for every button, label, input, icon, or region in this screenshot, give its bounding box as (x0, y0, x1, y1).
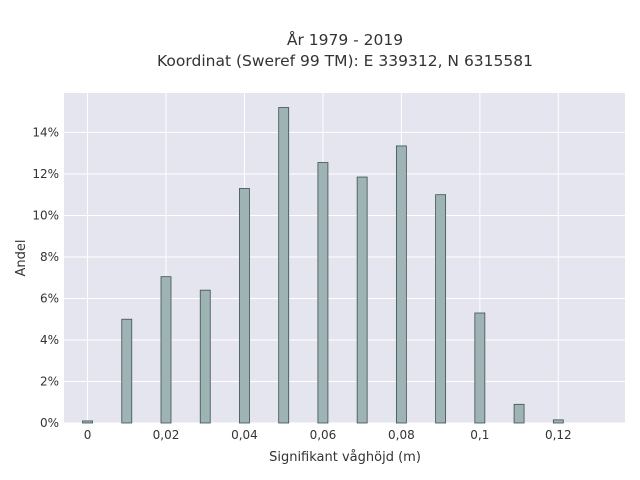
y-tick-label: 14% (32, 125, 59, 139)
y-tick-label: 2% (40, 374, 59, 388)
x-tick-label: 0,12 (545, 428, 572, 442)
histogram-bar (239, 188, 250, 424)
histogram-bar (474, 312, 486, 424)
y-axis-label: Andel (14, 240, 29, 277)
histogram-bar (435, 194, 447, 424)
y-tick-label: 6% (40, 291, 59, 305)
histogram-bar (121, 318, 133, 424)
histogram-bar (395, 145, 407, 424)
x-axis-label: Signifikant våghöjd (m) (269, 450, 421, 465)
y-tick-label: 10% (32, 208, 59, 222)
histogram-bar (278, 107, 290, 424)
chart-title-line2: Koordinat (Sweref 99 TM): E 339312, N 63… (157, 52, 533, 70)
histogram-bar (317, 162, 329, 424)
x-tick-label: 0,04 (231, 428, 258, 442)
plot-area (64, 93, 625, 423)
histogram-bar (513, 403, 525, 424)
bar-layer (82, 107, 564, 424)
y-tick-label: 4% (40, 333, 59, 347)
histogram-bar (552, 419, 564, 424)
y-tick-label: 12% (32, 167, 59, 181)
tick-label-layer: 0 0,02 0,04 0,06 0,08 0,1 0,12 0% 2% 4% 6% 8% 10% 12%… (32, 125, 571, 442)
y-tick-label: 0% (40, 416, 59, 430)
histogram-bar (199, 289, 211, 424)
histogram-bar (160, 276, 172, 424)
histogram-bar (82, 420, 93, 424)
x-tick-label: 0,06 (310, 428, 337, 442)
x-tick-label: 0 (84, 428, 92, 442)
grid-layer (64, 93, 625, 424)
y-tick-label: 8% (40, 250, 59, 264)
x-tick-label: 0,08 (388, 428, 415, 442)
histogram-bar (356, 176, 368, 424)
x-tick-label: 0,1 (470, 428, 489, 442)
chart-title-line1: År 1979 - 2019 (287, 30, 403, 49)
x-tick-label: 0,02 (153, 428, 180, 442)
